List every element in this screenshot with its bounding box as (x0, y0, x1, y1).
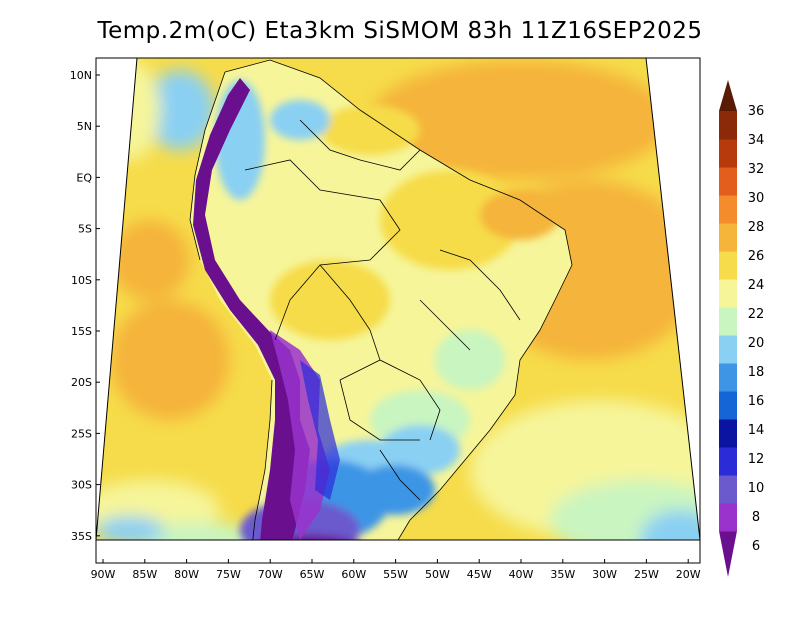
lat-label: 5S (78, 223, 92, 236)
lon-label: 45W (467, 568, 492, 581)
lat-label: 5N (77, 120, 92, 133)
colorbar-label: 36 (748, 104, 765, 119)
colorbar-label: 32 (748, 162, 765, 177)
colorbar-label: 22 (748, 307, 765, 322)
latitude-axis: 10N 5N EQ 5S 10S 15S 20S 25S 30S 35S (70, 69, 100, 543)
colorbar-box (719, 363, 737, 392)
colorbar-box (719, 251, 737, 280)
colorbar-label: 34 (748, 133, 765, 148)
colorbar-label: 8 (752, 510, 760, 525)
colorbar-label: 10 (748, 481, 765, 496)
colorbar-box (719, 195, 737, 224)
lon-label: 50W (425, 568, 450, 581)
lat-label: 35S (71, 530, 92, 543)
lon-label: 85W (132, 568, 157, 581)
colorbar-label: 20 (748, 336, 765, 351)
colorbar-label: 30 (748, 191, 765, 206)
lon-label: 80W (174, 568, 199, 581)
colorbar-label: 12 (748, 452, 765, 467)
lon-label: 90W (91, 568, 116, 581)
colorbar-box (719, 419, 737, 448)
map-title: Temp.2m(oC) Eta3km SiSMOM 83h 11Z16SEP20… (97, 18, 703, 44)
lon-label: 20W (676, 568, 701, 581)
colorbar-box (719, 447, 737, 476)
lon-label: 75W (216, 568, 241, 581)
lon-label: 40W (509, 568, 534, 581)
colorbar-box (719, 391, 737, 420)
lon-label: 30W (592, 568, 617, 581)
colorbar-box (719, 139, 737, 168)
colorbar-label: 16 (748, 394, 765, 409)
lat-label: 25S (71, 427, 92, 440)
lat-label: 20S (71, 376, 92, 389)
lon-label: 70W (258, 568, 283, 581)
longitude-axis: 90W 85W 80W 75W 70W 65W 60W 55W 50W 45W 40W 35W 30W 2… (91, 559, 701, 581)
lon-label: 60W (341, 568, 366, 581)
lon-label: 25W (634, 568, 659, 581)
colorbar-min-arrow (719, 531, 737, 577)
lon-label: 65W (300, 568, 325, 581)
lat-label: 10S (71, 274, 92, 287)
colorbar-box (719, 475, 737, 504)
lon-label: 35W (550, 568, 575, 581)
lat-label: 15S (71, 325, 92, 338)
lat-label: EQ (76, 171, 92, 184)
colorbar-label: 24 (748, 278, 765, 293)
colorbar-box (719, 111, 737, 140)
colorbar-label: 14 (748, 423, 765, 438)
colorbar-box (719, 167, 737, 196)
country-borders (189, 59, 573, 540)
colorbar-label: 18 (748, 365, 765, 380)
lat-label: 30S (71, 479, 92, 492)
colorbar-label: 26 (748, 249, 765, 264)
lat-label: 10N (70, 69, 92, 82)
colorbar-box (719, 307, 737, 336)
colorbar-box (719, 223, 737, 252)
colorbar-label: 28 (748, 220, 765, 235)
colorbar: 6 8 10 12 14 16 18 20 22 24 26 28 30 32 34 36 (719, 80, 764, 577)
colorbar-box (719, 279, 737, 308)
colorbar-box (719, 335, 737, 364)
colorbar-label: 6 (752, 539, 760, 554)
colorbar-max-arrow (719, 80, 737, 111)
lon-label: 55W (383, 568, 408, 581)
colorbar-box (719, 503, 737, 532)
temperature-field (96, 58, 700, 540)
